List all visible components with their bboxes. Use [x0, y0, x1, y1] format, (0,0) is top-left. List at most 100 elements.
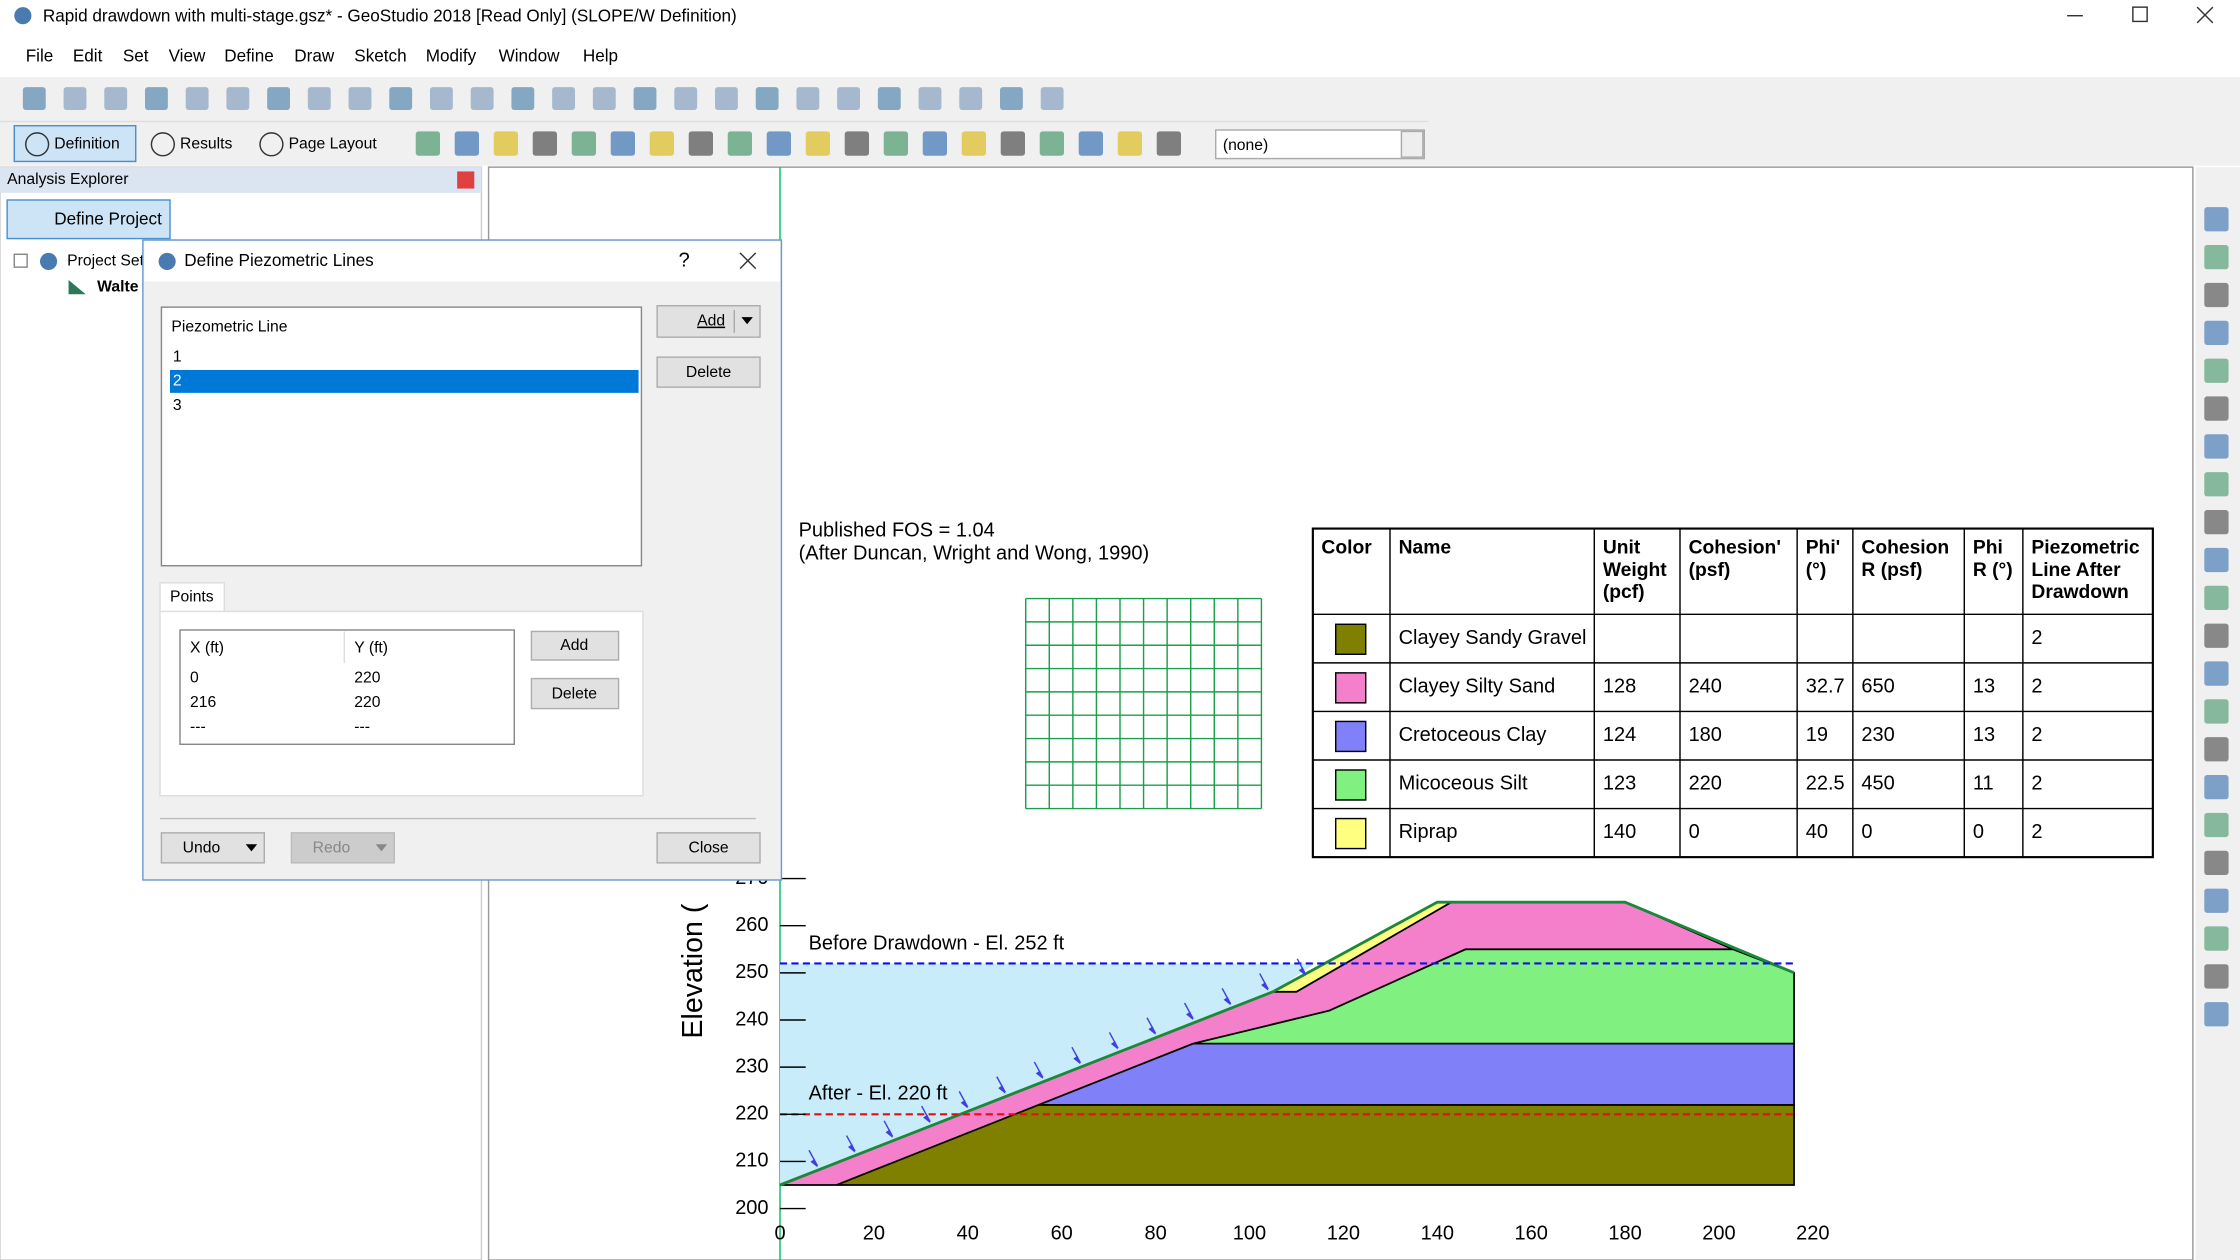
- tool-icon[interactable]: [922, 131, 948, 156]
- tool-icon[interactable]: [610, 131, 635, 156]
- tool-icon[interactable]: [649, 131, 674, 156]
- tool-icon[interactable]: [2204, 472, 2229, 497]
- explorer-close[interactable]: [457, 171, 475, 189]
- tool-icon[interactable]: [2204, 964, 2229, 989]
- tool-icon[interactable]: [755, 87, 779, 110]
- tool-icon[interactable]: [592, 87, 616, 110]
- tool-icon[interactable]: [2204, 282, 2229, 308]
- tool-icon[interactable]: [532, 131, 557, 156]
- tool-icon[interactable]: [1117, 131, 1142, 156]
- tool-icon[interactable]: [145, 87, 168, 110]
- tool-icon[interactable]: [348, 87, 372, 110]
- tool-icon[interactable]: [2204, 585, 2229, 610]
- tool-icon[interactable]: [226, 87, 250, 110]
- tool-icon[interactable]: [415, 131, 440, 156]
- tree-item[interactable]: Walte: [97, 278, 139, 295]
- tool-icon[interactable]: [1156, 131, 1181, 156]
- tool-icon[interactable]: [307, 87, 331, 110]
- tool-icon[interactable]: [766, 131, 791, 156]
- define-project-button[interactable]: [6, 199, 171, 240]
- redo-button[interactable]: [290, 832, 396, 864]
- tool-icon[interactable]: [918, 87, 942, 110]
- tool-icon[interactable]: [883, 131, 908, 156]
- tool-icon[interactable]: [1000, 131, 1025, 156]
- tool-icon[interactable]: [267, 87, 290, 110]
- tool-icon[interactable]: [796, 87, 820, 110]
- add-button[interactable]: [656, 305, 761, 338]
- menu-item[interactable]: Help: [583, 46, 618, 66]
- tool-icon[interactable]: [633, 87, 657, 110]
- tool-icon[interactable]: [674, 87, 698, 110]
- tree-toggle[interactable]: [13, 253, 28, 268]
- tool-icon[interactable]: [430, 87, 453, 110]
- point-add-button[interactable]: [530, 630, 620, 661]
- tool-icon[interactable]: [2204, 245, 2229, 270]
- line-item[interactable]: 2: [173, 373, 182, 390]
- maximize[interactable]: [2132, 6, 2148, 23]
- tool-icon[interactable]: [2204, 737, 2229, 762]
- tool-icon[interactable]: [877, 87, 901, 110]
- tool-icon[interactable]: [715, 87, 738, 110]
- menu-item[interactable]: File: [26, 46, 54, 66]
- tool-icon[interactable]: [1000, 87, 1023, 110]
- tool-icon[interactable]: [493, 131, 518, 156]
- delete-button[interactable]: [656, 356, 761, 388]
- menu-item[interactable]: Set: [123, 46, 149, 66]
- menu-item[interactable]: Edit: [73, 46, 103, 66]
- tool-icon[interactable]: [104, 87, 128, 110]
- point-delete-button[interactable]: [530, 677, 620, 710]
- tool-icon[interactable]: [837, 87, 860, 110]
- tool-icon[interactable]: [805, 131, 830, 156]
- tool-icon[interactable]: [63, 87, 87, 110]
- tool-icon[interactable]: [2204, 850, 2229, 875]
- menu-item[interactable]: Sketch: [354, 46, 406, 66]
- tool-icon[interactable]: [185, 87, 209, 110]
- help-button[interactable]: ?: [679, 250, 690, 272]
- tool-icon[interactable]: [688, 131, 713, 156]
- tree-item[interactable]: Project Set: [67, 253, 144, 270]
- close-window[interactable]: [2196, 6, 2214, 24]
- tool-icon[interactable]: [2204, 1002, 2229, 1027]
- menu-item[interactable]: Define: [224, 46, 274, 66]
- tool-icon[interactable]: [844, 131, 869, 156]
- tool-icon[interactable]: [2204, 434, 2229, 459]
- tool-icon[interactable]: [2204, 207, 2229, 232]
- line-item[interactable]: 3: [173, 397, 182, 414]
- menu-item[interactable]: Draw: [294, 46, 335, 66]
- tool-icon[interactable]: [2204, 661, 2229, 686]
- tool-icon[interactable]: [2204, 623, 2229, 648]
- tool-icon[interactable]: [2204, 510, 2229, 535]
- undo-button[interactable]: [160, 832, 265, 864]
- redo-dropdown[interactable]: [375, 844, 388, 852]
- undo-dropdown[interactable]: [245, 844, 258, 852]
- tool-icon[interactable]: [2204, 926, 2229, 951]
- tool-icon[interactable]: [2204, 547, 2229, 573]
- tool-icon[interactable]: [454, 131, 479, 156]
- menu-item[interactable]: View: [169, 46, 206, 66]
- tool-icon[interactable]: [959, 87, 983, 110]
- menu-item[interactable]: Modify: [426, 46, 477, 66]
- tool-icon[interactable]: [1039, 131, 1064, 156]
- dropdown-arrow[interactable]: [1400, 130, 1424, 158]
- tool-icon[interactable]: [22, 87, 46, 110]
- tool-icon[interactable]: [2204, 396, 2229, 421]
- close-button[interactable]: [656, 832, 761, 864]
- points-tab[interactable]: [159, 582, 225, 614]
- tool-icon[interactable]: [552, 87, 575, 110]
- mode-button[interactable]: [140, 125, 240, 162]
- tool-icon[interactable]: [2204, 320, 2229, 345]
- tool-icon[interactable]: [2204, 358, 2229, 383]
- tool-icon[interactable]: [727, 131, 753, 156]
- tool-icon[interactable]: [571, 131, 596, 156]
- tool-icon[interactable]: [389, 87, 413, 110]
- add-dropdown[interactable]: [741, 317, 753, 325]
- menu-item[interactable]: Window: [499, 46, 561, 66]
- tool-icon[interactable]: [961, 131, 986, 156]
- line-item[interactable]: 1: [173, 348, 182, 365]
- tool-icon[interactable]: [2204, 888, 2229, 913]
- tool-icon[interactable]: [1040, 87, 1064, 110]
- dialog-close-x[interactable]: [739, 252, 757, 270]
- tool-icon[interactable]: [511, 87, 535, 110]
- tool-icon[interactable]: [2204, 699, 2229, 724]
- view-selector[interactable]: [1215, 129, 1425, 160]
